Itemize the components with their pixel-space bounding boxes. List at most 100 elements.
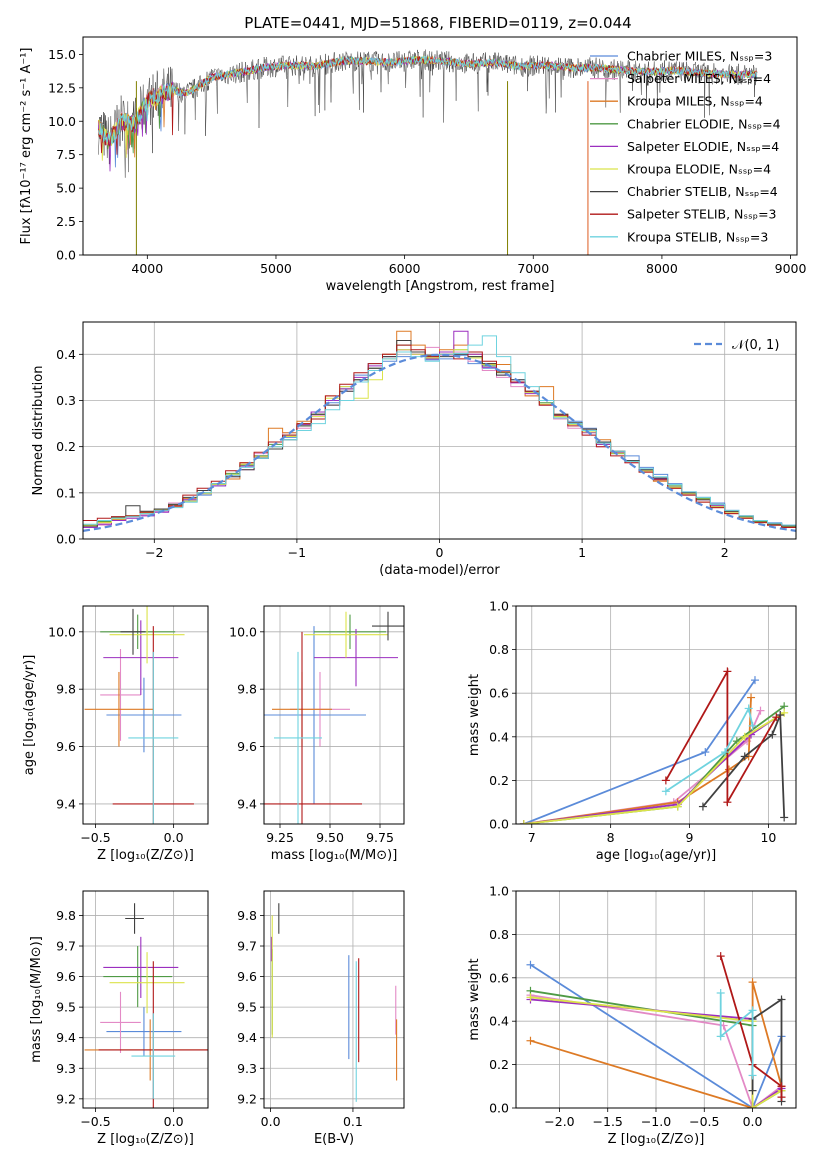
x-tick-label: 4000 [131,261,163,276]
series-line [751,997,783,1102]
y-tick-label: 0.2 [489,1057,509,1072]
y-tick-label: 9.4 [56,1030,76,1045]
y-tick-label: 0.2 [56,439,76,454]
legend-entry: 𝒩(0, 1) [732,338,779,353]
series-line [523,714,781,824]
x-axis-label: Z [log₁₀(Z/Z⊙)] [97,1132,194,1147]
y-tick-label: 0.0 [56,532,76,547]
y-tick-label: 9.7 [56,939,76,954]
x-tick-label: 8000 [646,261,678,276]
axes-frame [82,605,209,825]
axes-frame [82,321,797,540]
x-tick-label: 9000 [775,261,807,276]
x-tick-label: 1 [578,545,586,560]
series-line [665,667,778,806]
legend-entry: Chabrier ELODIE, Nₛₛₚ=4 [627,116,781,131]
y-tick-label: 9.6 [56,969,76,984]
legend-entry: Kroupa MILES, Nₛₛₚ=4 [627,94,763,109]
legend-entry: Chabrier STELIB, Nₛₛₚ=4 [627,184,778,199]
x-tick-label: −1.0 [641,1114,671,1129]
y-tick-label: 9.5 [237,1000,257,1015]
y-tick-label: 2.5 [56,214,76,229]
y-tick-label: 5.0 [56,181,76,196]
x-axis-label: wavelength [Angstrom, rest frame] [326,279,555,294]
y-axis-label: age [log₁₀(age/yr)] [22,655,37,776]
y-tick-label: 7.5 [56,147,76,162]
y-tick-label: 0.0 [56,248,76,263]
x-tick-label: 9 [686,830,694,845]
y-tick-label: 15.0 [48,47,76,62]
x-tick-label: 0.0 [164,1114,184,1129]
y-tick-label: 0.4 [489,1014,509,1029]
y-tick-label: 9.8 [237,682,257,697]
y-tick-label: 0.4 [56,347,76,362]
y-tick-label: 9.5 [56,1000,76,1015]
axes-frame [263,890,405,1109]
y-axis-label: mass weight [467,674,482,756]
axes-frame [263,605,405,825]
legend-entry: Kroupa STELIB, Nₛₛₚ=3 [627,229,768,244]
x-axis-label: mass [log₁₀(M/M⊙)] [271,848,398,863]
x-tick-label: −0.5 [80,1114,110,1129]
y-tick-label: 9.4 [56,796,76,811]
legend: Chabrier MILES, Nₛₛₚ=3 Salpeter MILES, Nₛ… [590,49,781,244]
x-tick-label: −2 [145,545,163,560]
y-tick-label: 0.0 [489,817,509,832]
y-tick-label: 9.4 [237,1030,257,1045]
x-tick-label: 9.25 [266,830,294,845]
y-tick-label: 12.5 [48,80,76,95]
x-axis-label: (data-model)/error [379,563,500,578]
panel-5: −0.5 0.0 9.2 9.3 9.4 9.5 9.6 9.7 9.8 Z [log₁₀(Z/Z… [29,890,209,1147]
plot-area [84,903,208,1108]
y-tick-label: 0.8 [489,642,509,657]
y-tick-label: 9.6 [237,739,257,754]
y-tick-label: 9.8 [56,682,76,697]
y-tick-label: 0.6 [489,970,509,985]
y-axis-label: Normed distribution [31,366,46,496]
panel-2: −0.5 0.0 9.4 9.6 9.8 10.0 Z [log₁₀(Z/Z⊙)] age [… [22,605,209,863]
series-line [523,679,756,824]
x-axis-label: age [log₁₀(age/yr)] [596,848,717,863]
x-axis-label: Z [log₁₀(Z/Z⊙)] [97,848,194,863]
series-line [523,712,785,824]
legend-entry: Salpeter ELODIE, Nₛₛₚ=4 [627,139,779,154]
y-tick-label: 9.8 [56,908,76,923]
plot-area [526,952,786,1108]
x-tick-label: −0.5 [80,830,110,845]
series-line [530,964,783,1108]
x-tick-label: 9.75 [366,830,394,845]
y-tick-label: 9.6 [237,969,257,984]
x-tick-label: 2 [721,545,729,560]
x-axis-label: E(B-V) [314,1132,354,1147]
y-tick-label: 0.3 [56,393,76,408]
y-tick-label: 9.4 [237,796,257,811]
y-axis-label: mass weight [467,958,482,1040]
series-line [530,994,783,1108]
axes-frame [515,890,797,1109]
y-tick-label: 10.0 [48,624,76,639]
y-tick-label: 9.8 [237,908,257,923]
x-tick-label: 9.50 [316,830,344,845]
x-tick-label: −1.5 [593,1114,623,1129]
axes-frame [82,890,209,1109]
x-tick-label: 6000 [389,261,421,276]
y-tick-label: 0.2 [489,773,509,788]
y-tick-label: 9.3 [237,1061,257,1076]
x-tick-label: 8 [607,830,615,845]
x-tick-label: 0 [436,545,444,560]
y-tick-label: 9.6 [56,739,76,754]
x-tick-label: 0.0 [164,830,184,845]
legend-entry: Chabrier MILES, Nₛₛₚ=3 [627,49,772,64]
y-tick-label: 9.2 [56,1091,76,1106]
axes-frame [515,605,797,825]
y-tick-label: 9.3 [56,1061,76,1076]
panel-4: 7 8 9 10 0.0 0.2 0.4 0.6 0.8 1.0 age [log₁₀(age/yr… [467,599,797,863]
y-axis-label: mass [log₁₀(M/M⊙)] [29,936,44,1063]
x-tick-label: −1 [288,545,306,560]
axes-frame [82,36,798,256]
y-tick-label: 0.8 [489,927,509,942]
legend-entry: Salpeter MILES, Nₛₛₚ=4 [627,71,771,86]
legend-entry: Kroupa ELODIE, Nₛₛₚ=4 [627,162,771,177]
x-tick-label: −2.0 [544,1114,574,1129]
